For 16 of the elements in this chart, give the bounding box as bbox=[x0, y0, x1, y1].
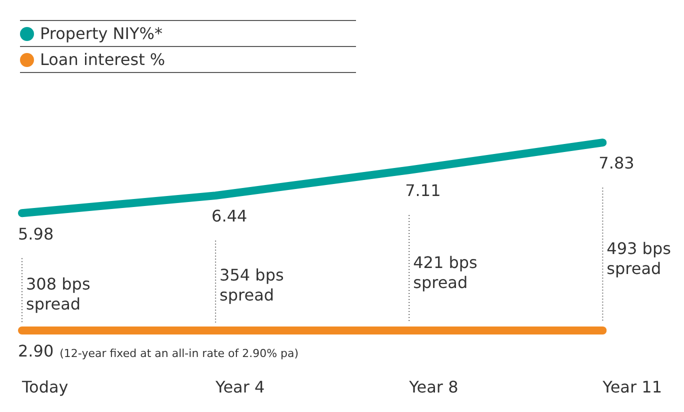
legend-label: Property NIY%* bbox=[40, 24, 162, 43]
x-tick-label: Year 8 bbox=[408, 378, 458, 397]
data-label: 6.44 bbox=[212, 206, 248, 226]
x-tick-label: Today bbox=[21, 378, 68, 397]
annotation: 493 bps spread bbox=[606, 239, 671, 278]
annotation: 308 bps spread bbox=[26, 274, 90, 314]
data-label: 5.98 bbox=[18, 224, 54, 244]
data-label: 2.90 bbox=[18, 342, 54, 361]
data-label: 7.11 bbox=[405, 181, 441, 200]
data-label: 7.83 bbox=[598, 154, 634, 173]
legend-label: Loan interest % bbox=[40, 50, 166, 69]
annotation: 421 bps spread bbox=[413, 252, 478, 292]
annotation: 354 bps spread bbox=[220, 266, 284, 305]
x-tick-label: Year 4 bbox=[214, 378, 265, 397]
text: (12-year fixed at an all-in rate of 2.90% pa) bbox=[60, 346, 299, 360]
x-tick-label: Year 11 bbox=[602, 378, 662, 397]
